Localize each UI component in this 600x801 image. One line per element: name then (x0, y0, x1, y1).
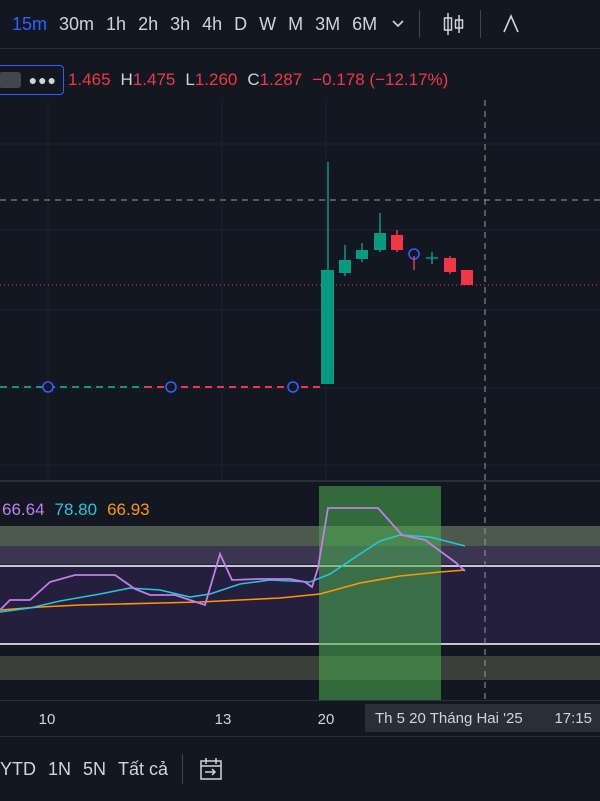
open-value: 1.465 (68, 70, 111, 89)
indicator-legend: 66.64 78.80 66.93 (2, 500, 150, 520)
overbought-zone (0, 526, 600, 546)
range-toolbar: YTD 1N 5N Tất cả (0, 736, 600, 801)
time-tick: 13 (214, 711, 232, 728)
candles (321, 162, 473, 384)
change-value: −0.178 (−12.17%) (312, 70, 449, 89)
indicator-value-3: 66.93 (107, 500, 150, 519)
time-tick: 10 (38, 711, 56, 728)
indicator-value-2: 78.80 (54, 500, 98, 519)
event-marker[interactable] (42, 381, 54, 393)
low-value: 1.260 (194, 70, 238, 89)
timeframe-30m[interactable]: 30m (59, 13, 95, 34)
candle (461, 270, 473, 285)
event-marker[interactable] (165, 381, 177, 393)
range-5n[interactable]: 5N (83, 758, 107, 779)
timeframe-6m[interactable]: 6M (352, 13, 378, 34)
toolbar-divider (419, 10, 421, 38)
timeframe-4h[interactable]: 4h (202, 13, 223, 34)
time-tick: 20 (317, 711, 335, 728)
timeframe-3m[interactable]: 3M (315, 13, 341, 34)
toolbar-divider (182, 754, 184, 784)
candlestick-chart-icon[interactable] (440, 10, 466, 38)
timeframe-m[interactable]: M (288, 13, 304, 34)
indicator-value-1: 66.64 (2, 500, 45, 519)
event-marker[interactable] (287, 381, 299, 393)
range-all[interactable]: Tất cả (118, 758, 169, 779)
candle (339, 260, 351, 273)
price-grid (0, 100, 600, 480)
candle (356, 250, 368, 259)
candle (444, 258, 456, 272)
indicator-line-cyan (0, 534, 466, 613)
timeframe-2h[interactable]: 2h (138, 13, 159, 34)
price-chart[interactable] (0, 100, 600, 480)
upper-band (0, 546, 600, 564)
crosshair-date: Th 5 20 Tháng Hai '25 (375, 709, 523, 727)
date-range-icon[interactable] (197, 755, 225, 783)
time-axis[interactable]: 10 13 20 (0, 700, 600, 737)
visibility-icon[interactable] (0, 72, 21, 88)
low-label: L (185, 70, 195, 89)
range-ytd[interactable]: YTD (0, 758, 36, 779)
indicators-icon[interactable] (501, 10, 521, 38)
timeframe-d[interactable]: D (234, 13, 248, 34)
candle (321, 270, 334, 384)
legend-controls[interactable]: ●●● (0, 65, 64, 95)
timeframe-3h[interactable]: 3h (170, 13, 191, 34)
candle (391, 235, 403, 250)
toolbar-divider (480, 10, 482, 38)
highlight-region (319, 486, 441, 700)
indicator-chart[interactable] (0, 484, 600, 700)
candle (374, 233, 386, 250)
timeframe-w[interactable]: W (259, 13, 277, 34)
close-value: 1.287 (259, 70, 303, 89)
crosshair-time: 17:15 (554, 709, 592, 727)
pane-divider[interactable] (0, 480, 600, 482)
chevron-down-icon[interactable] (391, 15, 405, 33)
indicator-line-orange (0, 569, 466, 611)
high-label: H (120, 70, 133, 89)
indicator-line-purple (0, 507, 466, 611)
more-options-icon[interactable]: ●●● (28, 72, 57, 88)
timeframe-toolbar: 15m 30m 1h 2h 3h 4h D W M 3M 6M (0, 0, 600, 49)
ohlc-legend: ●●● 1.465 H 1.475 L 1.260 C 1.287 −0.178 (−… (0, 64, 600, 96)
high-value: 1.475 (132, 70, 176, 89)
close-label: C (247, 70, 260, 89)
range-1n[interactable]: 1N (48, 758, 72, 779)
crosshair-time-label: Th 5 20 Tháng Hai '25 17:15 (365, 704, 600, 732)
timeframe-1h[interactable]: 1h (106, 13, 127, 34)
timeframe-15m[interactable]: 15m (12, 13, 48, 34)
oversold-zone (0, 656, 600, 680)
